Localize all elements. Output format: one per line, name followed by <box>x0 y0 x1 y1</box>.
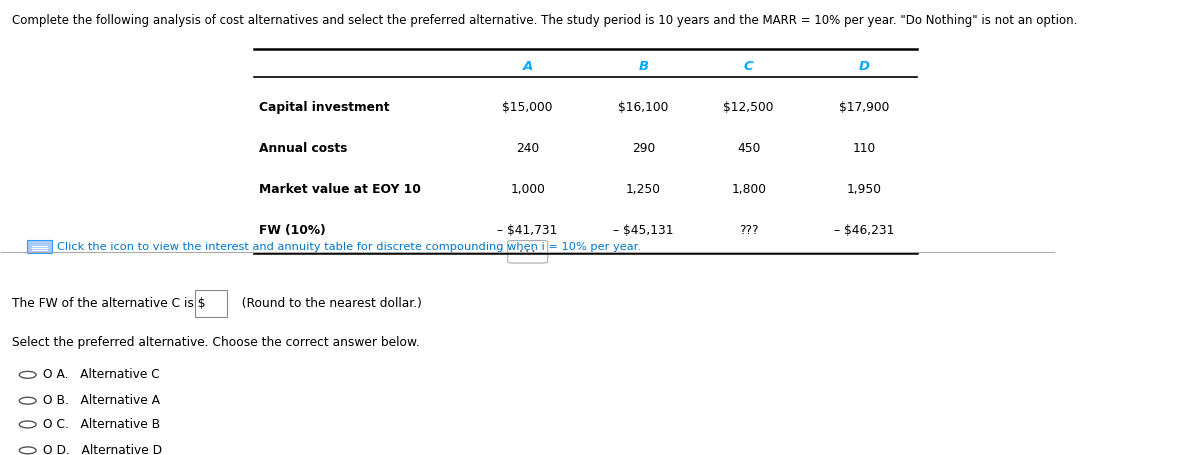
Text: D: D <box>859 60 870 73</box>
FancyBboxPatch shape <box>26 240 52 253</box>
Text: 1,950: 1,950 <box>847 182 882 196</box>
Text: O B.   Alternative A: O B. Alternative A <box>43 394 161 407</box>
Text: $17,900: $17,900 <box>839 101 889 114</box>
Text: The FW of the alternative C is $: The FW of the alternative C is $ <box>12 297 205 310</box>
Text: 290: 290 <box>632 142 655 155</box>
Text: $15,000: $15,000 <box>503 101 553 114</box>
Text: O D.   Alternative D: O D. Alternative D <box>43 444 163 455</box>
Text: – $41,731: – $41,731 <box>498 224 558 237</box>
Text: 1,000: 1,000 <box>510 182 545 196</box>
FancyBboxPatch shape <box>508 241 547 263</box>
Text: A: A <box>522 60 533 73</box>
Text: Market value at EOY 10: Market value at EOY 10 <box>259 182 421 196</box>
Text: O A.   Alternative C: O A. Alternative C <box>43 368 161 381</box>
Text: 240: 240 <box>516 142 539 155</box>
Text: Select the preferred alternative. Choose the correct answer below.: Select the preferred alternative. Choose… <box>12 336 420 349</box>
Text: 110: 110 <box>853 142 876 155</box>
Text: 1,800: 1,800 <box>731 182 766 196</box>
Text: – $45,131: – $45,131 <box>613 224 673 237</box>
Text: FW (10%): FW (10%) <box>259 224 326 237</box>
Text: 450: 450 <box>737 142 761 155</box>
Text: O C.   Alternative B: O C. Alternative B <box>43 418 161 431</box>
Text: ???: ??? <box>739 224 758 237</box>
Circle shape <box>19 421 36 428</box>
Text: – $46,231: – $46,231 <box>834 224 895 237</box>
Text: B: B <box>638 60 648 73</box>
Text: 1,250: 1,250 <box>626 182 661 196</box>
Circle shape <box>19 447 36 454</box>
Text: $16,100: $16,100 <box>618 101 668 114</box>
Text: (Round to the nearest dollar.): (Round to the nearest dollar.) <box>234 297 422 310</box>
Circle shape <box>19 371 36 378</box>
Text: Complete the following analysis of cost alternatives and select the preferred al: Complete the following analysis of cost … <box>12 15 1078 27</box>
Text: Capital investment: Capital investment <box>259 101 390 114</box>
Text: Annual costs: Annual costs <box>259 142 348 155</box>
Text: C: C <box>744 60 754 73</box>
FancyBboxPatch shape <box>196 290 227 317</box>
Circle shape <box>19 397 36 404</box>
Text: Click the icon to view the interest and annuity table for discrete compounding w: Click the icon to view the interest and … <box>58 242 641 252</box>
Text: • • •: • • • <box>520 249 536 255</box>
Text: $12,500: $12,500 <box>724 101 774 114</box>
